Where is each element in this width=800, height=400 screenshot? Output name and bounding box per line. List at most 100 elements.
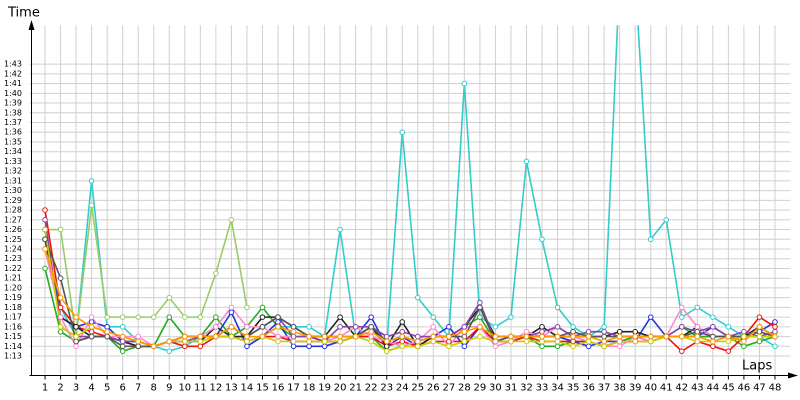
series-line: [45, 205, 248, 337]
x-tick-label: 47: [753, 383, 766, 394]
x-tick-label: 3: [73, 383, 79, 394]
point: [213, 314, 219, 320]
x-tick-label: 21: [349, 383, 362, 394]
point: [368, 314, 374, 320]
point: [616, 343, 623, 350]
point: [570, 324, 576, 330]
point: [570, 343, 576, 350]
point: [399, 338, 406, 345]
point: [647, 236, 654, 243]
point: [135, 333, 142, 340]
point: [725, 333, 732, 340]
point: [492, 333, 499, 340]
y-tick-label: 1:42: [4, 69, 22, 78]
y-tick-label: 1:34: [4, 147, 22, 156]
point: [57, 314, 64, 320]
x-tick-label: 39: [629, 383, 642, 394]
point: [368, 324, 374, 330]
x-tick-label: 16: [272, 383, 285, 394]
point: [523, 333, 530, 340]
point: [756, 333, 763, 340]
point: [554, 343, 561, 350]
x-tick-label: 5: [104, 383, 110, 394]
axes: 1:131:141:151:161:171:181:191:201:211:22…: [4, 20, 798, 394]
y-tick-label: 1:23: [4, 254, 22, 263]
point: [756, 328, 763, 335]
x-tick-label: 14: [241, 383, 254, 394]
point: [383, 348, 390, 354]
point: [585, 343, 592, 350]
point: [772, 333, 778, 340]
point: [104, 328, 110, 335]
plot-area: [42, 25, 778, 354]
point: [461, 324, 468, 330]
point: [42, 226, 48, 233]
point: [244, 343, 250, 350]
x-tick-label: 31: [505, 383, 518, 394]
point: [710, 324, 716, 330]
point: [337, 314, 343, 320]
x-tick-label: 37: [598, 383, 611, 394]
point: [725, 348, 732, 354]
point: [290, 328, 297, 335]
point: [228, 333, 235, 340]
point: [585, 333, 592, 340]
point: [461, 333, 468, 340]
point: [42, 236, 48, 243]
point: [601, 343, 607, 350]
y-tick-label: 1:39: [4, 99, 22, 108]
point: [477, 333, 483, 340]
point: [290, 338, 297, 345]
x-tick-label: 32: [520, 383, 533, 394]
point: [275, 333, 281, 340]
point: [570, 338, 576, 345]
y-tick-label: 1:31: [4, 176, 22, 185]
point: [259, 314, 266, 320]
point: [414, 333, 421, 340]
x-tick-label: 20: [334, 383, 347, 394]
x-tick-label: 4: [88, 383, 94, 394]
point: [694, 304, 701, 311]
point: [119, 314, 126, 320]
point: [259, 333, 266, 340]
point: [244, 333, 250, 340]
point: [244, 304, 250, 311]
point: [228, 309, 235, 316]
point: [135, 314, 142, 320]
point: [523, 158, 530, 165]
point: [352, 333, 359, 340]
point: [539, 236, 545, 243]
x-tick-label: 2: [57, 383, 63, 394]
x-tick-label: 7: [135, 383, 141, 394]
point: [275, 324, 281, 330]
point: [321, 338, 328, 345]
y-tick-label: 1:30: [4, 186, 22, 195]
point: [166, 348, 173, 354]
x-tick-label: 29: [474, 383, 487, 394]
point: [88, 202, 95, 209]
point: [678, 348, 685, 354]
point: [182, 314, 188, 320]
point: [772, 343, 778, 350]
point: [42, 265, 48, 272]
y-tick-label: 1:22: [4, 264, 22, 273]
x-tick-label: 30: [489, 383, 502, 394]
point: [477, 299, 483, 306]
point: [306, 333, 312, 340]
point: [368, 328, 374, 335]
point: [772, 328, 778, 335]
point: [477, 314, 483, 320]
point: [741, 338, 747, 345]
point: [632, 328, 638, 335]
point: [42, 217, 48, 223]
y-tick-label: 1:21: [4, 274, 22, 283]
y-tick-label: 1:43: [4, 60, 22, 69]
point: [182, 338, 188, 345]
point: [244, 338, 250, 345]
y-tick-label: 1:20: [4, 283, 22, 292]
y-tick-label: 1:19: [4, 293, 22, 302]
x-tick-label: 11: [194, 383, 207, 394]
point: [337, 333, 343, 340]
point: [678, 333, 685, 340]
